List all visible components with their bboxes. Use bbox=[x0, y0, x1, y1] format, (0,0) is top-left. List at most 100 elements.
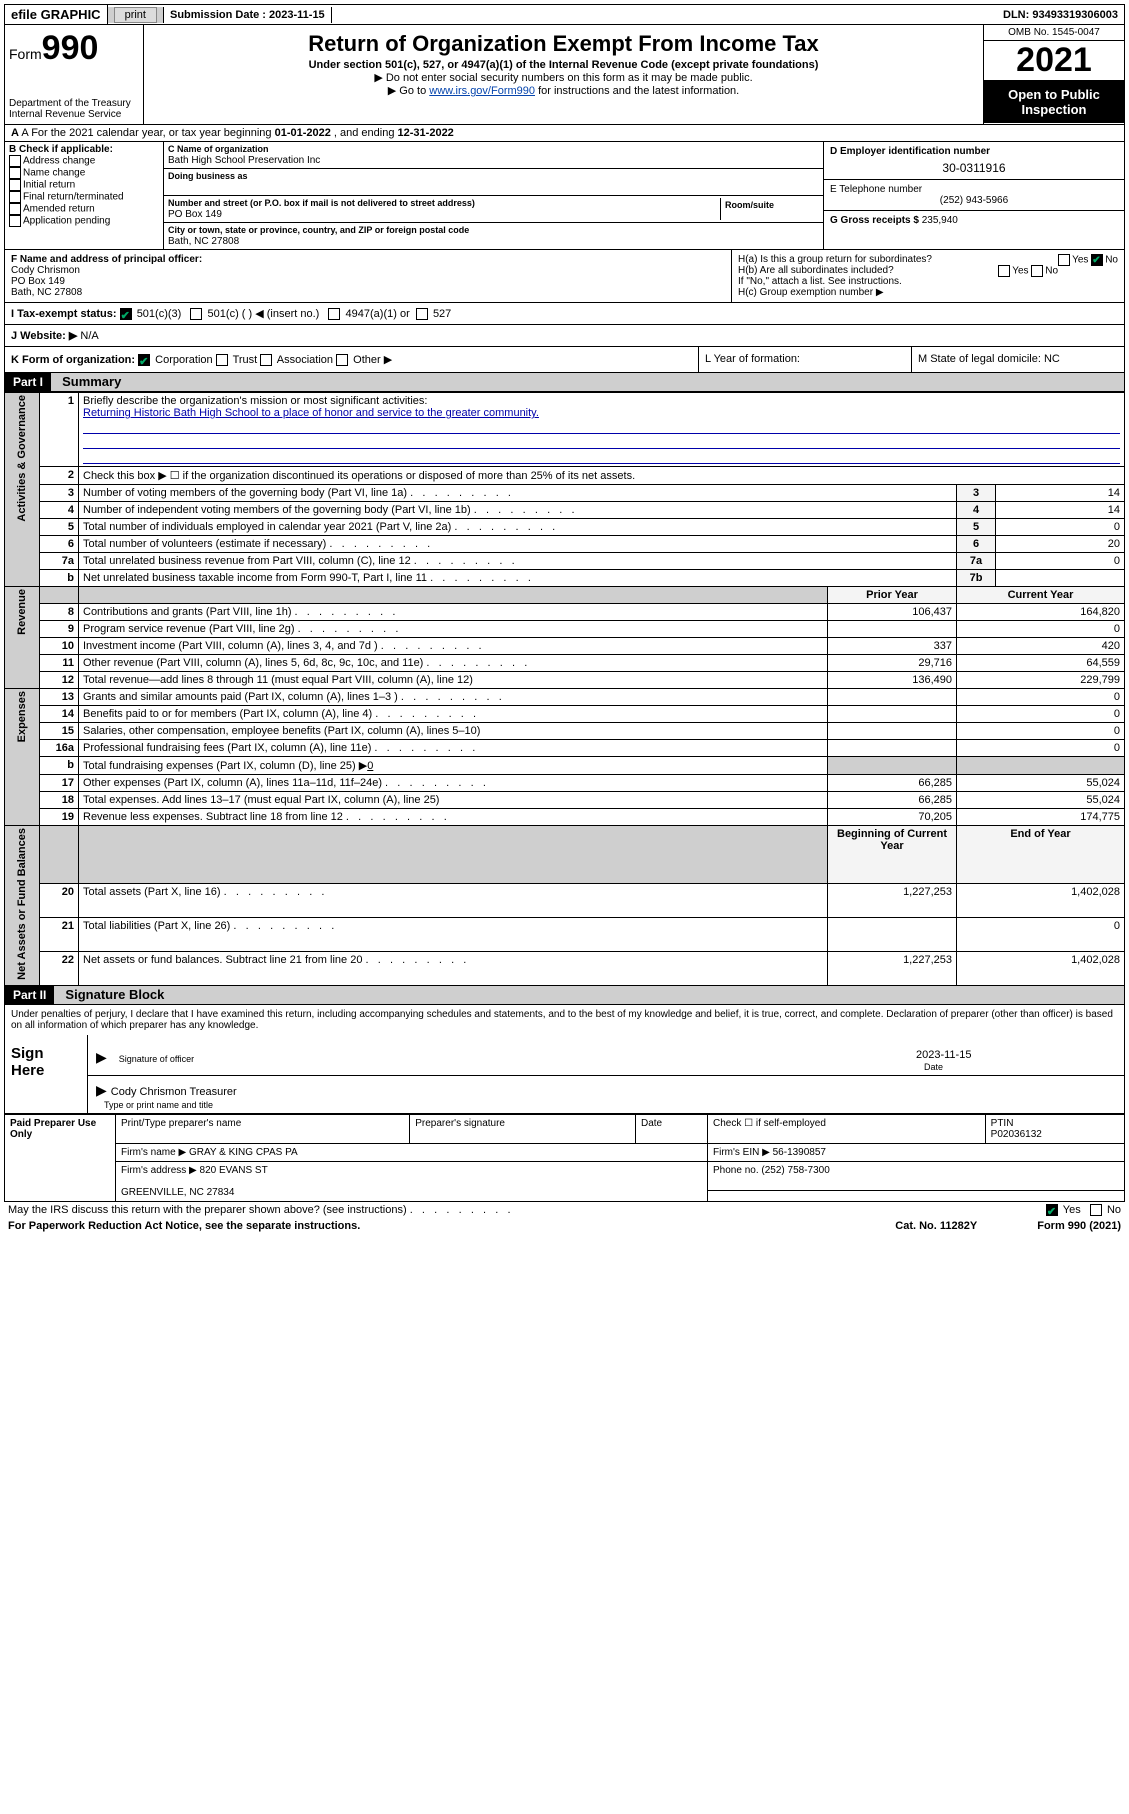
b-label: B Check if applicable: bbox=[9, 144, 159, 155]
dept-label: Department of the Treasury bbox=[9, 98, 139, 109]
sig-declaration: Under penalties of perjury, I declare th… bbox=[5, 1005, 1124, 1035]
form-header: Form990 Department of the Treasury Inter… bbox=[4, 25, 1125, 125]
line7b: Net unrelated business taxable income fr… bbox=[79, 570, 957, 587]
hb-note: If "No," attach a list. See instructions… bbox=[738, 276, 1118, 287]
row-a: A A For the 2021 calendar year, or tax y… bbox=[4, 125, 1125, 142]
efile-label: efile GRAPHIC bbox=[5, 5, 108, 24]
dln: DLN: 93493319306003 bbox=[997, 7, 1124, 23]
chk-address[interactable]: Address change bbox=[9, 155, 159, 167]
firm-phone: Phone no. (252) 758-7300 bbox=[708, 1162, 1125, 1191]
form-title: Return of Organization Exempt From Incom… bbox=[150, 31, 977, 57]
year-formation: L Year of formation: bbox=[699, 347, 912, 372]
prep-h3: Date bbox=[635, 1115, 707, 1144]
line2: Check this box ▶ ☐ if the organization d… bbox=[79, 467, 1125, 485]
org-name: C Name of organizationBath High School P… bbox=[164, 142, 823, 169]
prep-h2: Preparer's signature bbox=[410, 1115, 636, 1144]
ein: D Employer identification number30-03119… bbox=[824, 142, 1124, 180]
col-c: C Name of organizationBath High School P… bbox=[164, 142, 824, 249]
line8: Contributions and grants (Part VIII, lin… bbox=[79, 604, 828, 621]
line18: Total expenses. Add lines 13–17 (must eq… bbox=[79, 792, 828, 809]
irs-label: Internal Revenue Service bbox=[9, 109, 139, 120]
line9: Program service revenue (Part VIII, line… bbox=[79, 621, 828, 638]
firm-name: Firm's name ▶ GRAY & KING CPAS PA bbox=[116, 1144, 708, 1162]
line10: Investment income (Part VIII, column (A)… bbox=[79, 638, 828, 655]
discuss-yes-checked bbox=[1046, 1204, 1058, 1216]
state-domicile: M State of legal domicile: NC bbox=[912, 347, 1124, 372]
instructions-link[interactable]: www.irs.gov/Form990 bbox=[429, 85, 535, 97]
form-subtitle: Under section 501(c), 527, or 4947(a)(1)… bbox=[150, 59, 977, 71]
chk-amended[interactable]: Amended return bbox=[9, 203, 159, 215]
form-ref: Form 990 (2021) bbox=[1037, 1220, 1121, 1232]
row-fh: F Name and address of principal officer:… bbox=[4, 250, 1125, 303]
note-2: ▶ Go to www.irs.gov/Form990 for instruct… bbox=[150, 84, 977, 97]
line15: Salaries, other compensation, employee b… bbox=[79, 723, 828, 740]
chk-pending[interactable]: Application pending bbox=[9, 215, 159, 227]
block-bcdefg: B Check if applicable: Address change Na… bbox=[4, 142, 1125, 250]
side-governance: Activities & Governance bbox=[5, 393, 40, 587]
print-button[interactable]: print bbox=[114, 7, 157, 23]
form-of-org: K Form of organization: Corporation Trus… bbox=[5, 347, 699, 372]
dba: Doing business as bbox=[164, 169, 823, 196]
phone: E Telephone number(252) 943-5966 bbox=[824, 180, 1124, 211]
part1-title: Summary bbox=[54, 374, 121, 389]
discuss-row: May the IRS discuss this return with the… bbox=[4, 1202, 1125, 1218]
line4: Number of independent voting members of … bbox=[79, 502, 957, 519]
line22: Net assets or fund balances. Subtract li… bbox=[79, 952, 828, 986]
row-klm: K Form of organization: Corporation Trus… bbox=[4, 347, 1125, 373]
firm-ein: Firm's EIN ▶ 56-1390857 bbox=[708, 1144, 1125, 1162]
gross-receipts: G Gross receipts $ 235,940 bbox=[824, 211, 1124, 230]
print-button-cell: print bbox=[108, 7, 164, 23]
street: Number and street (or P.O. box if mail i… bbox=[164, 196, 823, 223]
prep-h1: Print/Type preparer's name bbox=[116, 1115, 410, 1144]
hb: H(b) Are all subordinates included? Yes … bbox=[738, 265, 1118, 276]
summary-table: Activities & Governance 1 Briefly descri… bbox=[4, 392, 1125, 986]
part2-bar: Part II Signature Block bbox=[4, 986, 1125, 1005]
ha-no-checked bbox=[1091, 254, 1103, 266]
header-right: OMB No. 1545-0047 2021 Open to Public In… bbox=[983, 25, 1124, 124]
part1-bar: Part I Summary bbox=[4, 373, 1125, 392]
preparer-table: Paid Preparer Use Only Print/Type prepar… bbox=[4, 1114, 1125, 1202]
tax-year: 2021 bbox=[984, 41, 1124, 81]
part2-title: Signature Block bbox=[57, 987, 164, 1002]
line21: Total liabilities (Part X, line 26) bbox=[79, 918, 828, 952]
ptin: PTINP02036132 bbox=[985, 1115, 1124, 1144]
omb-number: OMB No. 1545-0047 bbox=[984, 25, 1124, 41]
pra-notice: For Paperwork Reduction Act Notice, see … bbox=[8, 1220, 895, 1232]
form-number: Form990 bbox=[9, 29, 139, 68]
row-j: J Website: ▶ N/A bbox=[4, 325, 1125, 347]
chk-name[interactable]: Name change bbox=[9, 167, 159, 179]
line19: Revenue less expenses. Subtract line 18 … bbox=[79, 809, 828, 826]
sign-here: Sign Here bbox=[5, 1035, 88, 1113]
principal-officer: F Name and address of principal officer:… bbox=[5, 250, 732, 302]
line7a: Total unrelated business revenue from Pa… bbox=[79, 553, 957, 570]
paid-preparer-label: Paid Preparer Use Only bbox=[5, 1115, 116, 1202]
line14: Benefits paid to or for members (Part IX… bbox=[79, 706, 828, 723]
row-i: I Tax-exempt status: 501(c)(3) 501(c) ( … bbox=[4, 303, 1125, 325]
chk-final[interactable]: Final return/terminated bbox=[9, 191, 159, 203]
col-defg: D Employer identification number30-03119… bbox=[824, 142, 1124, 249]
line17: Other expenses (Part IX, column (A), lin… bbox=[79, 775, 828, 792]
prep-check: Check ☐ if self-employed bbox=[708, 1115, 986, 1144]
group-return: H(a) Is this a group return for subordin… bbox=[732, 250, 1124, 302]
col-b: B Check if applicable: Address change Na… bbox=[5, 142, 164, 249]
line20: Total assets (Part X, line 16) bbox=[79, 884, 828, 918]
signature-block: Under penalties of perjury, I declare th… bbox=[4, 1005, 1125, 1114]
line5: Total number of individuals employed in … bbox=[79, 519, 957, 536]
top-bar: efile GRAPHIC print Submission Date : 20… bbox=[4, 4, 1125, 25]
hc: H(c) Group exemption number ▶ bbox=[738, 287, 1118, 298]
open-public: Open to Public Inspection bbox=[984, 81, 1124, 123]
chk-initial[interactable]: Initial return bbox=[9, 179, 159, 191]
corp-checked bbox=[138, 354, 150, 366]
firm-addr: Firm's address ▶ 820 EVANS STGREENVILLE,… bbox=[116, 1162, 708, 1202]
cat-no: Cat. No. 11282Y bbox=[895, 1220, 977, 1232]
side-netassets: Net Assets or Fund Balances bbox=[5, 826, 40, 986]
header-left: Form990 Department of the Treasury Inter… bbox=[5, 25, 144, 124]
line3: Number of voting members of the governin… bbox=[79, 485, 957, 502]
part1-hdr: Part I bbox=[5, 373, 51, 391]
line12: Total revenue—add lines 8 through 11 (mu… bbox=[79, 672, 828, 689]
line16b: Total fundraising expenses (Part IX, col… bbox=[79, 757, 828, 775]
sig-right: Signature of officer 2023-11-15Date Cody… bbox=[88, 1035, 1124, 1113]
line16a: Professional fundraising fees (Part IX, … bbox=[79, 740, 828, 757]
ha: H(a) Is this a group return for subordin… bbox=[738, 254, 1118, 265]
discuss-yesno: Yes No bbox=[1046, 1204, 1121, 1216]
